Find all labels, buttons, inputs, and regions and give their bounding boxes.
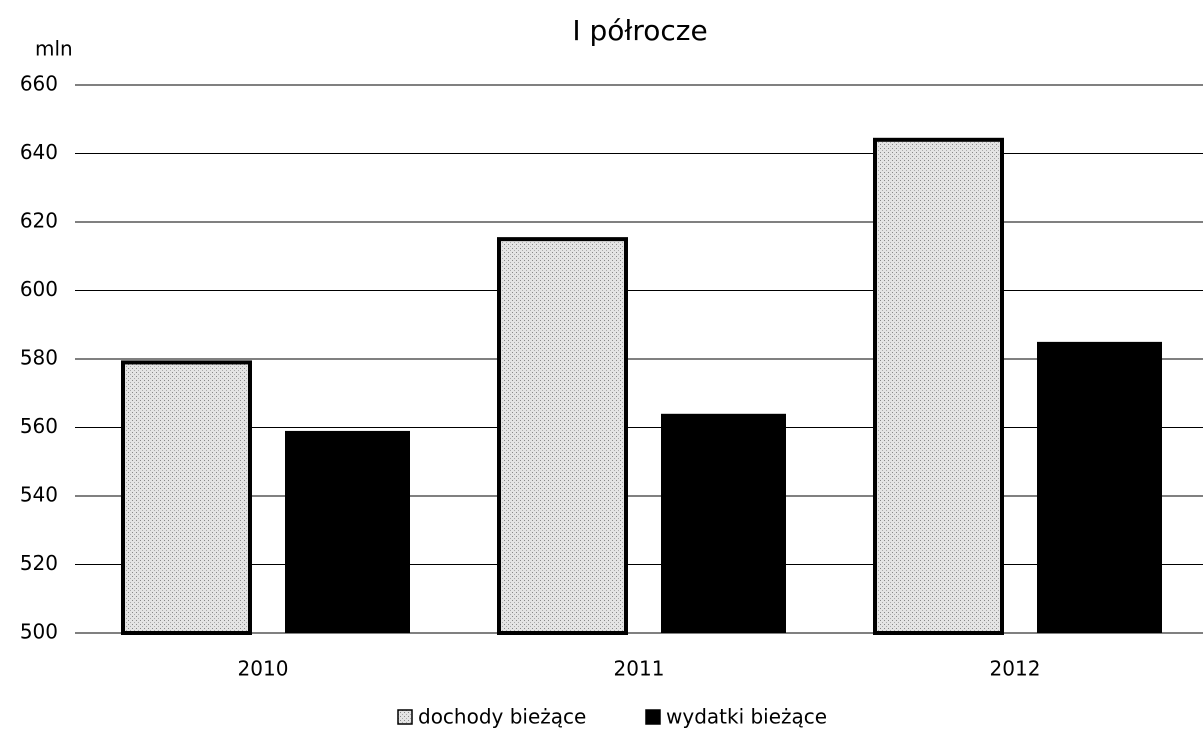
legend-label: wydatki bieżące	[666, 705, 827, 729]
x-tick-label: 2011	[614, 657, 665, 681]
y-tick-label: 560	[20, 414, 58, 438]
bar	[661, 413, 786, 633]
y-tick-label: 600	[20, 277, 58, 301]
bar	[121, 360, 252, 635]
bar	[1037, 341, 1162, 633]
bar	[285, 430, 410, 633]
x-tick-label: 2012	[990, 657, 1041, 681]
y-tick-label: 520	[20, 551, 58, 575]
y-tick-label: 580	[20, 346, 58, 370]
y-tick-label: 620	[20, 209, 58, 233]
chart-title: I półrocze	[572, 14, 707, 47]
legend-swatch	[645, 709, 661, 725]
legend-label: dochody bieżące	[418, 705, 586, 729]
y-tick-label: 660	[20, 72, 58, 96]
x-tick-label: 2010	[238, 657, 289, 681]
bar	[497, 237, 628, 635]
y-axis-label: mln	[35, 37, 73, 61]
y-tick-label: 500	[20, 620, 58, 644]
legend-swatch	[397, 709, 413, 725]
bar	[873, 137, 1004, 636]
y-tick-label: 640	[20, 140, 58, 164]
y-tick-label: 540	[20, 483, 58, 507]
